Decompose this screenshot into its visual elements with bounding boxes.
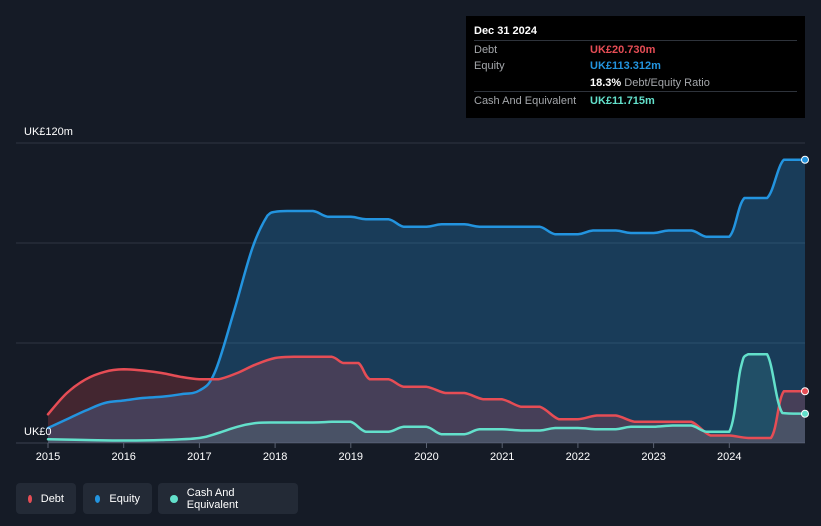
x-tick-label-2021: 2021 bbox=[490, 451, 514, 463]
cash-line bbox=[46, 353, 807, 442]
tooltip-row-debt: Debt UK£20.730m bbox=[474, 40, 797, 58]
x-tick-label-2018: 2018 bbox=[263, 451, 287, 463]
debt-legend-dot-icon bbox=[28, 494, 32, 503]
y-axis-top-label: UK£120m bbox=[24, 126, 73, 138]
tooltip-ratio-value: 18.3% bbox=[590, 77, 622, 89]
tooltip-ratio-label: Debt/Equity Ratio bbox=[624, 77, 710, 89]
gridlines bbox=[16, 142, 805, 444]
x-axis-ticks: 2015 2016 2017 2018 2019 2020 2021 2022 2023 2024 bbox=[36, 443, 742, 463]
x-tick-label-2019: 2019 bbox=[339, 451, 363, 463]
legend-cash-label: Cash And Equivalent bbox=[186, 486, 239, 511]
tooltip-date: Dec 31 2024 bbox=[474, 25, 537, 37]
legend-equity-label: Equity bbox=[109, 492, 140, 505]
tooltip-ratio: 18.3% Debt/Equity Ratio bbox=[590, 77, 710, 89]
cash-end-marker bbox=[801, 409, 809, 418]
tooltip-debt-label: Debt bbox=[474, 44, 498, 56]
legend-item-cash[interactable]: Cash And Equivalent bbox=[158, 483, 298, 514]
series-lines bbox=[46, 158, 807, 442]
tooltip-row-cash: Cash And Equivalent UK£11.715m bbox=[474, 91, 797, 109]
end-markers bbox=[801, 155, 809, 418]
legend-debt-label: Debt bbox=[40, 492, 64, 505]
equity-legend-dot-icon bbox=[95, 494, 101, 503]
y-axis-bottom-label: UK£0 bbox=[24, 426, 52, 438]
x-tick-label-2015: 2015 bbox=[36, 451, 60, 463]
tooltip-row-ratio: 18.3% Debt/Equity Ratio bbox=[474, 74, 797, 91]
tooltip-equity-value: UK£113.312m bbox=[590, 60, 661, 72]
x-tick-label-2023: 2023 bbox=[641, 451, 665, 463]
x-tick-label-2024: 2024 bbox=[717, 451, 741, 463]
equity-end-marker bbox=[801, 155, 809, 164]
cash-area bbox=[48, 354, 805, 443]
equity-line bbox=[46, 158, 807, 430]
debt-end-marker bbox=[801, 387, 809, 396]
legend-item-equity[interactable]: Equity bbox=[83, 483, 152, 514]
debt-line bbox=[46, 355, 807, 440]
legend-item-debt[interactable]: Debt bbox=[16, 483, 76, 514]
tooltip-row-equity: Equity UK£113.312m bbox=[474, 57, 797, 74]
x-tick-label-2022: 2022 bbox=[566, 451, 590, 463]
tooltip-debt-value: UK£20.730m bbox=[590, 44, 656, 56]
series-areas bbox=[48, 159, 805, 444]
x-tick-label-2016: 2016 bbox=[111, 451, 135, 463]
tooltip-cash-value: UK£11.715m bbox=[590, 95, 655, 107]
tooltip-equity-label: Equity bbox=[474, 60, 505, 72]
debt-area bbox=[48, 356, 805, 443]
x-tick-label-2017: 2017 bbox=[187, 451, 211, 463]
x-tick-label-2020: 2020 bbox=[414, 451, 438, 463]
data-tooltip: Dec 31 2024 Debt UK£20.730m Equity UK£11… bbox=[466, 16, 805, 118]
cash-legend-dot-icon bbox=[170, 494, 178, 503]
tooltip-cash-label: Cash And Equivalent bbox=[474, 95, 577, 107]
